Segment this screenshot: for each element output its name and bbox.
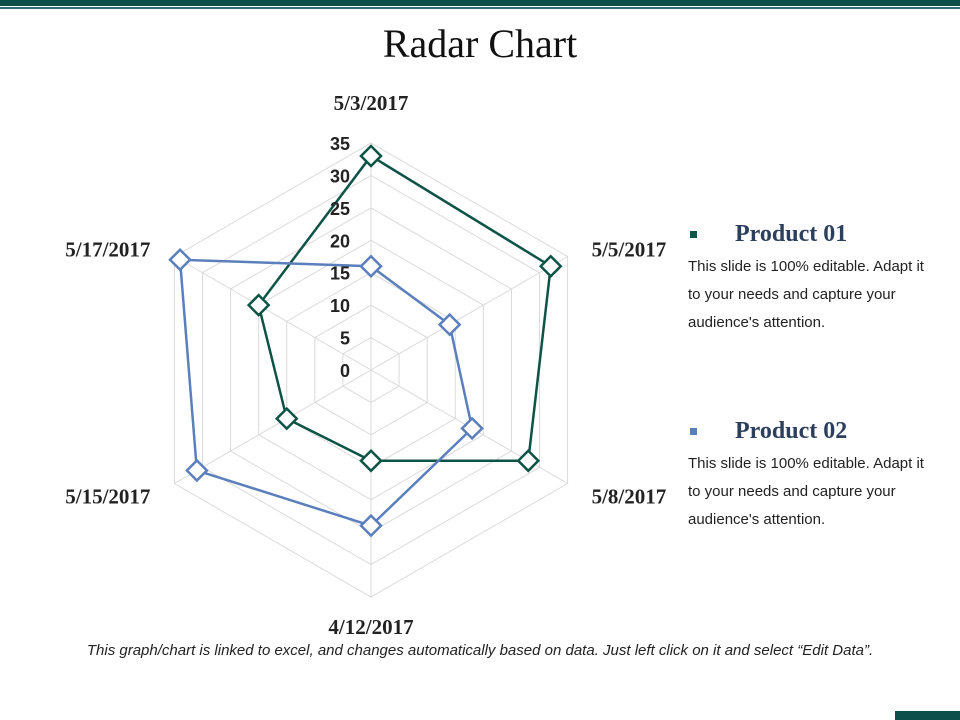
axis-tick-label: 15	[330, 264, 350, 284]
category-label: 5/8/2017	[592, 485, 667, 509]
data-point	[168, 247, 192, 272]
data-point	[538, 254, 563, 278]
top-bar-dark	[0, 0, 960, 6]
data-point	[437, 312, 462, 337]
legend-bullet-icon	[690, 230, 697, 238]
category-label: 5/5/2017	[592, 238, 667, 262]
series-line	[178, 258, 474, 528]
category-label: 5/15/2017	[65, 485, 150, 509]
legend-bullet-icon	[690, 427, 697, 435]
legend-description: This slide is 100% editable. Adapt it to…	[688, 258, 924, 331]
footnote: This graph/chart is linked to excel, and…	[86, 642, 874, 659]
legend-title: Product 02	[735, 417, 848, 444]
data-point	[246, 293, 271, 317]
axis-tick-label: 5	[340, 329, 350, 349]
data-point	[359, 254, 383, 278]
grid-spoke	[174, 256, 372, 371]
legend-item-product-01: Product 01 This slide is 100% editable. …	[688, 219, 938, 337]
legend-title: Product 01	[735, 220, 848, 247]
data-point	[359, 513, 383, 538]
data-point	[516, 449, 541, 473]
data-point	[274, 406, 299, 431]
data-point	[185, 458, 209, 483]
corner-tab	[895, 711, 960, 720]
slide-title: Radar Chart	[382, 21, 578, 66]
data-point	[460, 416, 484, 441]
axis-tick-label: 35	[330, 134, 350, 154]
axis-tick-label: 25	[330, 199, 350, 219]
legend-description: This slide is 100% editable. Adapt it to…	[688, 455, 924, 528]
data-point	[359, 449, 383, 473]
legend-item-product-02: Product 02 This slide is 100% editable. …	[688, 416, 938, 534]
category-label: 5/17/2017	[65, 238, 150, 262]
top-bar-light	[0, 7, 960, 9]
data-point	[359, 144, 383, 168]
grid-spoke	[370, 256, 568, 371]
axis-tick-label: 0	[340, 361, 350, 381]
grid-spoke	[174, 369, 372, 484]
category-label: 4/12/2017	[328, 615, 413, 639]
axis-tick-label: 10	[330, 296, 350, 316]
category-label: 5/3/2017	[334, 91, 409, 115]
axis-tick-label: 20	[330, 231, 350, 251]
axis-tick-label: 30	[330, 166, 350, 186]
